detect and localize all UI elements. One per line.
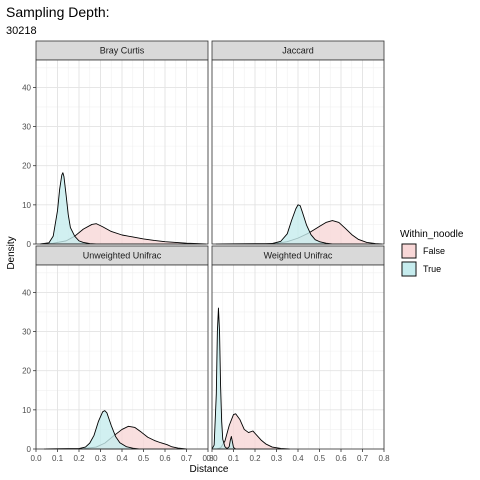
x-tick-label: 0.7	[181, 454, 193, 463]
y-tick-label: 30	[22, 123, 31, 132]
facet-label: Weighted Unifrac	[264, 251, 333, 261]
legend-label: False	[423, 246, 445, 256]
facet-label: Unweighted Unifrac	[83, 251, 162, 261]
facet-label: Jaccard	[282, 46, 314, 56]
x-tick-label: 0.2	[73, 454, 85, 463]
facet-panel: Unweighted Unifrac 0 10 20 30 40	[22, 245, 209, 454]
x-tick-label: 0.8	[378, 454, 390, 463]
x-tick-label: 0.3	[95, 454, 107, 463]
density-area-true	[44, 410, 140, 450]
panel-border	[211, 59, 385, 245]
y-tick-label: 0	[27, 445, 32, 454]
density-area-true	[211, 307, 237, 450]
x-axis-label: Distance	[190, 464, 229, 475]
chart-title: Sampling Depth:	[6, 4, 110, 20]
y-axis-label: Density	[6, 236, 17, 269]
x-tick-label: 0.7	[357, 454, 369, 463]
x-tick-label: 0.4	[116, 454, 128, 463]
legend-key-false	[401, 243, 417, 259]
facet-panel: Jaccard	[211, 40, 385, 245]
x-tick-label: 0.6	[335, 454, 347, 463]
facet-panel: Weighted Unifrac	[211, 245, 385, 450]
y-tick-label: 10	[22, 201, 31, 210]
y-tick-label: 20	[22, 367, 31, 376]
y-tick-label: 40	[22, 83, 31, 92]
x-axis-ticks: 0.0 0.1 0.2 0.3 0.4 0.5 0.6 0.7 0.80.0 0.1 0.2 0.3 0…	[30, 449, 390, 463]
y-tick-label: 30	[22, 328, 31, 337]
x-tick-label: 0.1	[228, 454, 240, 463]
x-tick-label: 0.2	[249, 454, 261, 463]
legend: Within_noodle False True	[400, 229, 464, 277]
chart-subtitle: 30218	[6, 25, 37, 37]
panel-border	[35, 59, 209, 245]
y-tick-label: 40	[22, 288, 31, 297]
legend-title: Within_noodle	[400, 229, 464, 240]
y-tick-label: 20	[22, 162, 31, 171]
x-tick-label: 0.5	[138, 454, 150, 463]
x-tick-label: 0.0	[206, 454, 218, 463]
density-area-true	[215, 204, 333, 245]
facet-label: Bray Curtis	[100, 46, 145, 56]
x-tick-label: 0.5	[314, 454, 326, 463]
legend-key-true	[401, 261, 417, 277]
facet-panels: Bray Curtis 0 10 20 30 40 Jaccard Unweighted Un…	[22, 40, 385, 454]
density-area-true	[39, 172, 97, 245]
y-tick-label: 0	[27, 240, 32, 249]
facet-panel: Bray Curtis 0 10 20 30 40	[22, 40, 209, 249]
x-tick-label: 0.4	[292, 454, 304, 463]
density-area-false	[215, 413, 290, 450]
x-tick-label: 0.8	[202, 454, 214, 463]
x-tick-label: 0.1	[52, 454, 64, 463]
legend-label: True	[423, 264, 441, 274]
x-tick-label: 0.6	[159, 454, 171, 463]
x-tick-label: 0.3	[271, 454, 283, 463]
x-tick-label: 0.0	[30, 454, 42, 463]
y-tick-label: 10	[22, 406, 31, 415]
